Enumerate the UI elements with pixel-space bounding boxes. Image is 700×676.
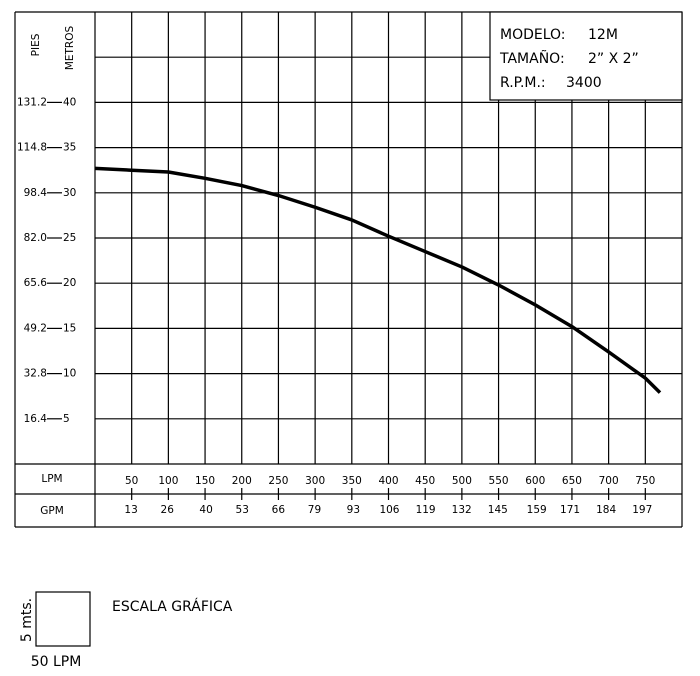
- y-tick-label: 5: [63, 413, 70, 425]
- x2-tick-label: 26: [161, 504, 175, 516]
- x-tick-label: 650: [562, 475, 582, 487]
- info-label: R.P.M.:: [500, 75, 546, 91]
- x-tick-label: 50: [125, 475, 138, 487]
- x-tick-label: 100: [158, 475, 178, 487]
- info-value: 12M: [588, 27, 618, 43]
- x2-tick-label: 145: [488, 504, 508, 516]
- x2-tick-label: 132: [452, 504, 472, 516]
- y2-tick-label: 49.2: [24, 322, 47, 334]
- scale-height-label: 5 mts.: [19, 598, 35, 642]
- y-tick-label: 40: [63, 96, 76, 108]
- x2-tick-label: 13: [124, 504, 137, 516]
- info-box: [489, 11, 683, 101]
- curve: [94, 166, 662, 394]
- y2-tick-label: 114.8: [17, 142, 47, 154]
- info-value: 2” X 2”: [588, 51, 639, 67]
- y2-tick-label: 32.8: [24, 368, 47, 380]
- x2-tick-label: 184: [596, 504, 616, 516]
- x2-tick-label: 79: [308, 504, 321, 516]
- y2-axis-label: PIES: [30, 33, 42, 56]
- info-value: 3400: [566, 75, 602, 91]
- x2-tick-label: 197: [632, 504, 652, 516]
- x-tick-label: 300: [305, 475, 325, 487]
- x-tick-label: 500: [452, 475, 472, 487]
- x2-tick-label: 93: [347, 504, 360, 516]
- y-tick-label: 25: [63, 232, 76, 244]
- y-tick-label: 20: [63, 277, 76, 289]
- y2-tick-label: 82.0: [24, 232, 47, 244]
- scale-square: [35, 591, 91, 647]
- x2-tick-label: 40: [199, 504, 212, 516]
- x-tick-label: 350: [342, 475, 362, 487]
- scale-legend: 5 mts. 50 LPM ESCALA GRÁFICA: [19, 591, 233, 670]
- y-tick-label: 35: [63, 142, 76, 154]
- x-tick-label: 250: [268, 475, 288, 487]
- x2-tick-label: 66: [272, 504, 286, 516]
- y-axis-label: METROS: [64, 26, 76, 71]
- x-tick-label: 550: [489, 475, 509, 487]
- x-tick-label: 750: [635, 475, 655, 487]
- x-tick-label: 450: [415, 475, 435, 487]
- y-tick-label: 15: [63, 322, 76, 334]
- x2-tick-label: 53: [236, 504, 249, 516]
- y-tick-label: 30: [63, 187, 76, 199]
- x2-tick-label: 106: [379, 504, 399, 516]
- y2-tick-label: 131.2: [17, 96, 47, 108]
- x-tick-label: 150: [195, 475, 215, 487]
- x2-tick-label: 171: [560, 504, 580, 516]
- info-label: MODELO:: [500, 27, 566, 43]
- x-tick-label: 400: [378, 475, 398, 487]
- y2-tick-label: 16.4: [24, 413, 48, 425]
- info-label: TAMAÑO:: [499, 50, 565, 67]
- y2-tick-label: 65.6: [24, 277, 48, 289]
- x2-tick-label: 159: [527, 504, 547, 516]
- scale-width-label: 50 LPM: [31, 654, 82, 670]
- x2-tick-label: 119: [416, 504, 436, 516]
- y-tick-label: 10: [63, 368, 76, 380]
- scale-title: ESCALA GRÁFICA: [112, 598, 233, 615]
- x-tick-label: 700: [599, 475, 619, 487]
- x2-axis-label: GPM: [40, 505, 64, 517]
- x-tick-label: 600: [525, 475, 545, 487]
- x-axis-label: LPM: [41, 473, 62, 485]
- y2-tick-label: 98.4: [24, 187, 48, 199]
- x-tick-label: 200: [232, 475, 252, 487]
